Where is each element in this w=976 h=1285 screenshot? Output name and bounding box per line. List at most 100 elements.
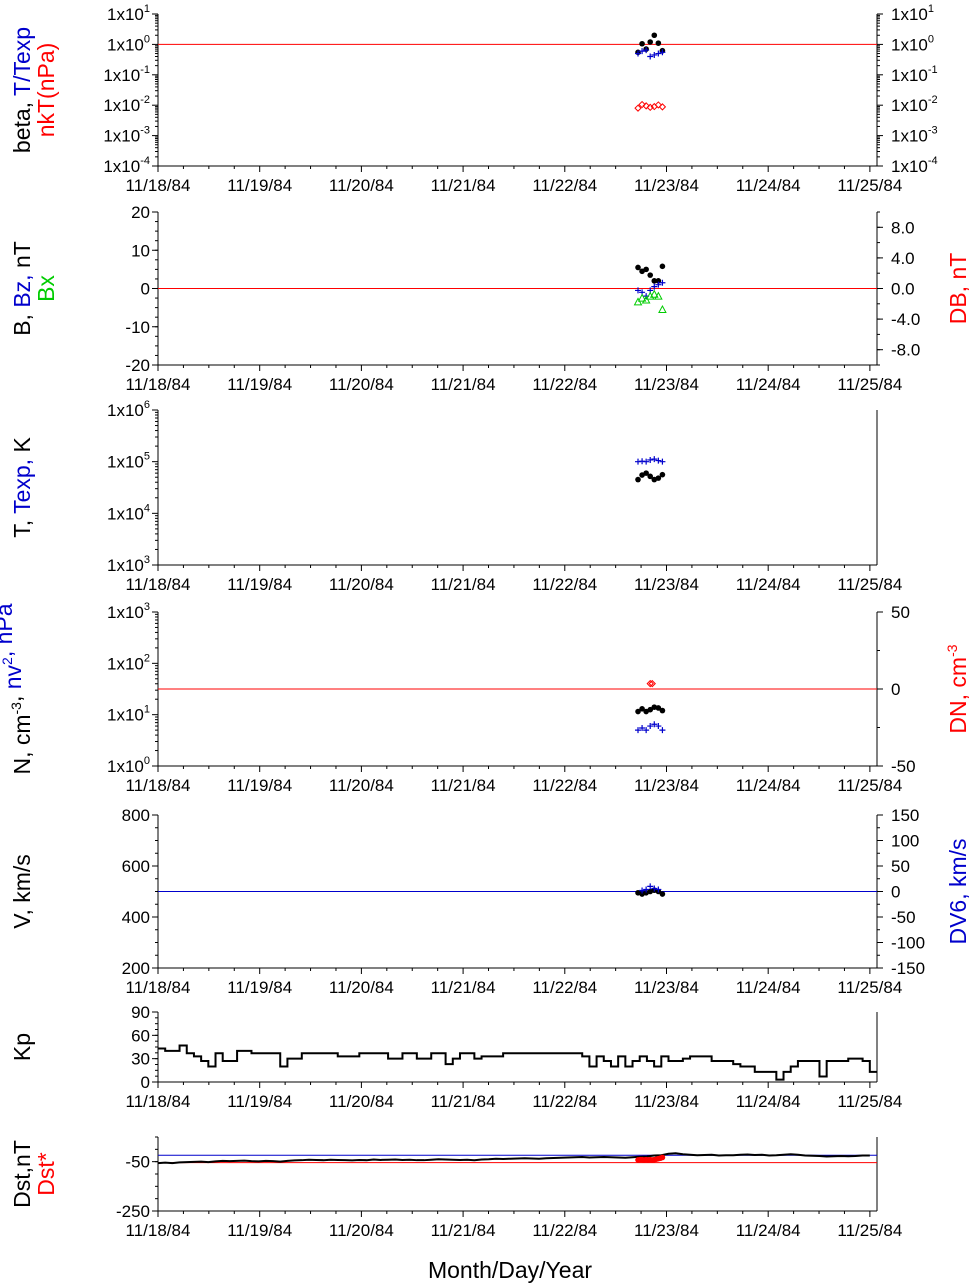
x-tick-label: 11/19/84 [227,575,292,594]
x-tick-label: 11/19/84 [227,375,292,394]
x-tick-label: 11/20/84 [329,1221,394,1240]
x-tick-label: 11/19/84 [227,176,292,195]
x-tick-label: 11/18/84 [126,176,191,195]
x-tick-label: 11/18/84 [126,575,191,594]
left-tick-label: 1x101 [107,704,150,725]
data-point [639,706,645,712]
x-tick-label: 11/18/84 [126,1092,191,1111]
right-tick-label: 1x10-4 [891,155,938,176]
right-tick-label: -100 [891,934,925,953]
left-tick-label: 1x10-2 [103,94,150,115]
x-tick-label: 11/23/84 [634,1092,699,1111]
left-tick-label: 1x100 [107,755,150,776]
panel-bfield: 20 10 0 -10 -20 8.0 4.0 0.0 -4.0 -8.0 11/18/84 11/1… [9,203,971,394]
left-tick-label: 1x103 [107,601,150,622]
data-point [659,891,666,897]
right-tick-label: 0 [891,680,900,699]
right-tick-label: -4.0 [891,310,920,329]
data-point [647,883,654,890]
data-point [635,727,642,734]
y-axis-title: B, Bz, nT [9,241,35,336]
left-tick-label: -50 [125,1153,150,1172]
x-tick-label: 11/24/84 [736,176,801,195]
right-tick-label: 0.0 [891,280,915,299]
left-tick-label: 1x106 [107,399,150,420]
data-point [655,886,662,893]
x-tick-label: 11/22/84 [532,776,597,795]
x-tick-label: 11/21/84 [431,776,496,795]
x-axis-title: Month/Day/Year [428,1257,592,1283]
x-tick-label: 11/18/84 [126,978,191,997]
panel-kp: 90 60 30 011/18/84 11/19/84 11/20/84 11/21/84 1… [9,1003,902,1111]
data-point [643,266,649,273]
x-tick-label: 11/22/84 [532,375,597,394]
left-tick-label: 1x10-3 [103,125,150,146]
right-tick-label: -8.0 [891,341,920,360]
data-point [639,48,646,55]
left-tick-label: 600 [122,857,150,876]
data-point [658,103,667,111]
x-tick-label: 11/22/84 [532,978,597,997]
x-tick-label: 11/23/84 [634,978,699,997]
x-tick-label: 11/24/84 [736,776,801,795]
left-tick-label: 60 [131,1026,150,1045]
data-point [647,706,654,713]
data-point [651,283,658,290]
right-tick-label: -50 [891,757,916,776]
data-point [651,456,658,463]
right-tick-label: -150 [891,959,925,978]
data-point [638,100,646,109]
data-point [655,475,662,481]
data-point [635,476,641,483]
data-point [659,471,666,478]
data-point [659,707,666,714]
data-point [659,49,666,56]
x-tick-label: 11/25/84 [837,575,902,594]
x-tick-label: 11/24/84 [736,375,801,394]
left-tick-label: 20 [131,203,150,222]
panel-density: 1x103 1x102 1x101 1x100 50 0 -50 11/18/84 11/19/… [0,601,971,795]
right-tick-label: 1x10-2 [891,94,938,115]
x-tick-label: 11/25/84 [837,375,902,394]
data-point [651,885,658,892]
x-tick-label: 11/19/84 [227,776,292,795]
data-point [635,264,641,271]
right-tick-label: 100 [891,832,919,851]
y-axis-title: Dst* [33,1152,59,1196]
left-tick-label: 1x100 [107,33,150,54]
left-tick-label: 0 [141,280,150,299]
data-point [659,1154,666,1161]
left-tick-label: 30 [131,1050,150,1069]
data-point [655,40,662,46]
left-tick-label: 10 [131,241,150,260]
data-point [647,39,654,45]
x-tick-label: 11/19/84 [227,1092,292,1111]
x-tick-label: 11/21/84 [431,575,496,594]
data-point [651,278,658,284]
data-point [647,473,654,480]
data-point [635,50,642,57]
x-tick-label: 11/24/84 [736,1092,801,1111]
panel-velocity: 800 600 400 200 150 100 50 0 -50 -100 -150 11/18/84… [9,806,971,997]
y-axis-title-right: DB, nT [945,253,971,325]
right-tick-label: 0 [891,883,900,902]
left-tick-label: 1x10-1 [103,64,150,85]
left-tick-label: 400 [122,908,150,927]
left-tick-label: 1x104 [107,502,150,523]
y-axis-title: Dst,nT [9,1140,35,1208]
x-tick-label: 11/25/84 [837,978,902,997]
x-tick-label: 11/21/84 [431,1221,496,1240]
left-tick-label: 1x102 [107,652,150,673]
y-axis-title: V, km/s [9,854,35,929]
y-axis-title: T, Texp, K [9,437,35,538]
x-tick-label: 11/19/84 [227,978,292,997]
y-axis-title-right: DN, cm-3 [944,644,971,733]
x-tick-label: 11/25/84 [837,776,902,795]
data-point [637,293,647,302]
x-tick-label: 11/20/84 [329,1092,394,1111]
x-tick-label: 11/25/84 [837,176,902,195]
x-tick-label: 11/19/84 [227,1221,292,1240]
data-point [643,886,650,893]
right-tick-label: 1x100 [891,33,934,54]
